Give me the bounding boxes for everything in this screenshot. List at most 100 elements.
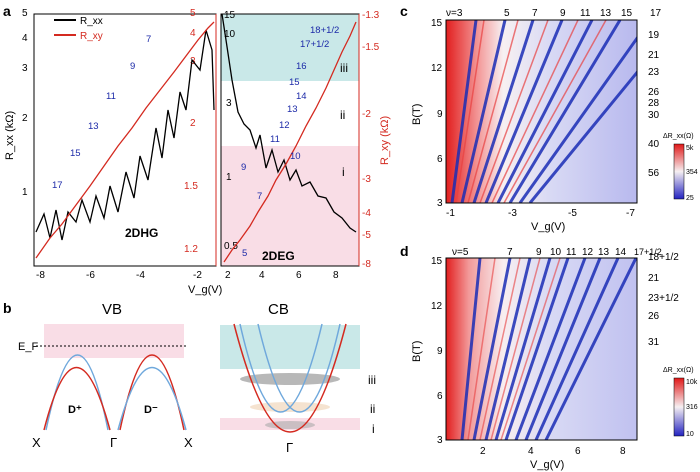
tick: -6: [86, 270, 95, 281]
tick: -1: [446, 208, 455, 219]
tick: -3: [508, 208, 517, 219]
level-label: 23: [648, 67, 660, 78]
colorbar-d-title: ΔR_xx(Ω): [663, 367, 694, 374]
tick: 15: [224, 10, 236, 21]
panel-b-label: b: [3, 300, 12, 316]
y-label-rxy: R_xy (kΩ): [379, 116, 391, 165]
tick: -5: [568, 208, 577, 219]
vb-band-dminus-blue: [117, 366, 187, 431]
sample-2deg-label: 2DEG: [262, 249, 295, 263]
tick: 9: [437, 346, 443, 357]
region-iii-band: [221, 14, 359, 81]
tick: -8: [362, 259, 371, 270]
y-label-d: B(T): [411, 341, 423, 362]
tick: 6: [437, 154, 443, 165]
tick: -4: [362, 208, 371, 219]
y-label-rxx: R_xx (kΩ): [4, 111, 16, 160]
level-label: 21: [648, 273, 660, 284]
right-red-ticks: -1.3 -1.5 -2 -3 -4 -5 -8: [362, 10, 380, 270]
k-label-gamma: Γ: [110, 435, 117, 450]
left-y-ticks: 5 4 3 2 1: [22, 8, 28, 198]
tick: -4: [136, 270, 145, 281]
tick: -2: [193, 270, 202, 281]
colorbar-d-tick: 10k: [686, 379, 698, 386]
vb-band-dminus-red: [119, 354, 185, 431]
nu-label: 5: [504, 8, 510, 19]
nu-label: 9: [560, 8, 566, 19]
tick: -5: [362, 230, 371, 241]
left-red-ticks: 5 4 3 2 1.5 1.2: [184, 8, 198, 255]
tick: 4: [528, 446, 534, 457]
sample-2dhg-label: 2DHG: [125, 226, 158, 240]
level-label: 56: [648, 168, 660, 179]
level-label: 15: [70, 148, 81, 159]
dminus-label: D⁻: [144, 404, 158, 416]
tick: -3: [362, 174, 371, 185]
tick: 3: [437, 198, 443, 209]
tick: 12: [431, 301, 443, 312]
tick: 2: [22, 113, 28, 124]
hole-level-labels: 7 9 11 13 15 17: [52, 34, 151, 191]
tick: 4: [259, 270, 265, 281]
level-label: 11: [270, 134, 280, 145]
nu-label: 11: [566, 247, 577, 258]
level-label: 21: [648, 50, 660, 61]
tick: 8: [333, 270, 339, 281]
tick: -8: [36, 270, 45, 281]
fan-lines-d: [460, 258, 637, 440]
level-label: 26: [648, 311, 660, 322]
level-label: 31: [648, 337, 660, 348]
x-label-c: V_g(V): [531, 221, 565, 233]
colorbar-c-tick: 25: [686, 195, 694, 202]
tick: 9: [437, 109, 443, 120]
cb-title: CB: [268, 301, 289, 318]
colorbar-c-tick: 5k: [686, 145, 694, 152]
cb-band-blue: [257, 323, 341, 413]
tick: 15: [431, 256, 443, 267]
nu-label: 12: [582, 247, 594, 258]
electron-level-labels: 18+1/2 17+1/2 16 15 14 13 12 11 10 9 7 5: [241, 25, 339, 259]
tick: -1.5: [362, 42, 380, 53]
level-label: 40: [648, 139, 660, 150]
level-label: 17: [52, 180, 63, 191]
nu-label: 7: [532, 8, 538, 19]
nu-label: 11: [580, 8, 591, 19]
tick: 6: [296, 270, 302, 281]
nu-label: 14: [615, 247, 627, 258]
vb-band-dplus-red: [43, 366, 111, 431]
level-label: 12: [279, 120, 290, 131]
legend-rxx: R_xx: [80, 16, 103, 27]
tick: 4: [22, 33, 28, 44]
region-ii-label: ii: [340, 108, 345, 122]
tick: 0.5: [224, 241, 238, 252]
colorbar-c: [673, 143, 685, 200]
colorbar-c-title: ΔR_xx(Ω): [663, 133, 694, 140]
level-label: 18+1/2: [648, 252, 679, 263]
vb-shaded-band: [44, 324, 184, 358]
level-label: 7: [257, 191, 262, 202]
y-ticks-c: 15 12 9 6 3: [431, 18, 443, 209]
vb-title: VB: [102, 301, 122, 318]
panel-a-label: a: [3, 3, 11, 19]
level-label: 16: [296, 61, 307, 72]
level-label: 26: [648, 87, 660, 98]
x-ticks-c: -1 -3 -5 -7: [446, 208, 635, 219]
tick: 5: [190, 8, 196, 19]
y-ticks-d: 15 12 9 6 3: [431, 256, 443, 446]
tick: 2: [480, 446, 486, 457]
nu-label: 9: [536, 247, 542, 258]
y-label-c: B(T): [411, 104, 423, 125]
k-label-x-left: X: [32, 435, 41, 450]
tick: 3: [437, 435, 443, 446]
tick: 3: [22, 63, 28, 74]
cb-region-iii-label: iii: [368, 373, 376, 387]
legend-rxy: R_xy: [80, 31, 103, 42]
tick: 15: [431, 18, 443, 29]
nu-labels-c: ν=3 5 7 9 11 13 15 17: [446, 8, 662, 19]
nu-label: ν=3: [446, 8, 463, 19]
heatmap-d-frame: [445, 257, 638, 441]
tick: 1: [22, 187, 28, 198]
cb-disk-iii: [240, 373, 340, 385]
cb-band-red: [233, 323, 347, 433]
heatmap-c-frame: [445, 19, 638, 204]
